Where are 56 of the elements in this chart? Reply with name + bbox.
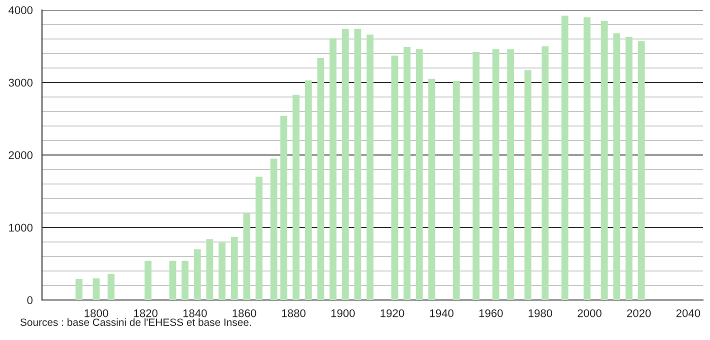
- bar: [416, 49, 423, 300]
- bar: [584, 17, 591, 300]
- x-tick-label: 2040: [676, 309, 700, 318]
- bar: [626, 36, 632, 300]
- bar: [243, 213, 250, 300]
- x-tick-label: 1960: [479, 309, 503, 318]
- bar: [507, 49, 514, 300]
- bar: [330, 38, 336, 300]
- bar: [169, 260, 176, 300]
- bar: [304, 80, 312, 300]
- y-tick-label: 2000: [8, 151, 33, 160]
- y-tick-label: 1000: [9, 224, 33, 232]
- bar: [317, 58, 324, 300]
- bar: [354, 28, 362, 300]
- bar: [342, 28, 349, 300]
- bar: [428, 78, 436, 300]
- bar: [452, 81, 460, 300]
- bar: [292, 94, 300, 300]
- y-tick-label: 0: [27, 296, 33, 304]
- bar: [206, 239, 214, 300]
- bar: [600, 20, 608, 300]
- bar: [613, 33, 620, 300]
- source-note: Sources : base Cassini de l'EHESS et base Insee.: [20, 318, 251, 326]
- bar: [638, 41, 645, 300]
- bar: [144, 260, 152, 300]
- x-tick-label: 2020: [627, 309, 651, 318]
- bar: [366, 34, 374, 300]
- x-tick-label: 1820: [134, 309, 158, 318]
- bar: [524, 70, 532, 300]
- bar: [280, 116, 288, 300]
- bar: [256, 176, 262, 300]
- bar: [391, 56, 398, 300]
- bar: [218, 242, 226, 300]
- x-tick-label: 1920: [380, 309, 404, 318]
- bar: [182, 260, 189, 300]
- bar: [230, 236, 238, 300]
- bar: [92, 278, 100, 300]
- y-tick-label: 4000: [8, 6, 33, 14]
- bar: [270, 158, 278, 300]
- x-tick-label: 1940: [430, 309, 454, 318]
- bar: [542, 46, 549, 300]
- x-tick-label: 1880: [282, 309, 306, 318]
- x-tick-label: 2000: [578, 309, 602, 318]
- bar: [472, 52, 480, 300]
- bar: [561, 16, 568, 300]
- bar: [404, 46, 410, 300]
- bar: [194, 249, 201, 300]
- bar: [492, 49, 500, 300]
- x-tick-label: 1840: [183, 309, 207, 318]
- bar: [76, 278, 82, 300]
- x-tick-label: 1980: [528, 309, 552, 318]
- y-tick-label: 3000: [8, 78, 33, 87]
- x-tick-label: 1860: [232, 309, 256, 318]
- x-tick-label: 1800: [84, 309, 108, 318]
- bar: [108, 274, 115, 300]
- x-tick-label: 1900: [331, 309, 355, 318]
